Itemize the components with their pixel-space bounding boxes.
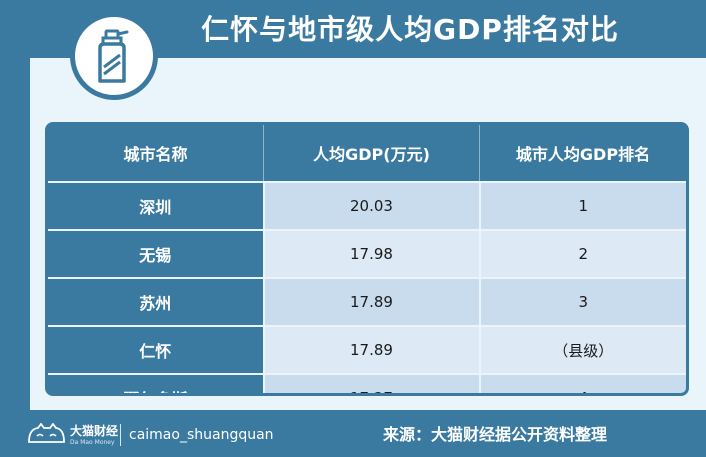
gdp-table: 城市名称 人均GDP(万元) 城市人均GDP排名 深圳 20.03 1 无锡 1… [45, 122, 689, 396]
table-row: 鄂尔多斯 17.27 4 [48, 373, 686, 393]
city-cell: 苏州 [48, 277, 264, 326]
table-row: 仁怀 17.89 （县级） [48, 325, 686, 374]
footer-divider [120, 424, 121, 446]
header-gdp: 人均GDP(万元) [263, 125, 480, 182]
rank-cell: 2 [478, 229, 686, 278]
table-row: 无锡 17.98 2 [48, 229, 686, 278]
logo-subtitle: Da Mao Money [70, 439, 115, 446]
gdp-cell: 17.98 [262, 229, 480, 278]
title-bar: 仁怀与地市级人均GDP排名对比 [0, 0, 706, 62]
cat-logo-icon [26, 422, 66, 445]
rank-cell: （县级） [478, 325, 686, 374]
city-cell: 鄂尔多斯 [48, 373, 264, 393]
gdp-cell: 17.89 [262, 277, 480, 326]
header-city: 城市名称 [48, 125, 264, 182]
rank-cell: 4 [478, 373, 686, 393]
footer: 大猫财经 Da Mao Money caimao_shuangquan 来源：大… [0, 412, 706, 457]
gdp-cell: 17.89 [262, 325, 480, 374]
source-note: 来源：大猫财经据公开资料整理 [383, 425, 608, 444]
rank-cell: 3 [478, 277, 686, 326]
table-row: 苏州 17.89 3 [48, 277, 686, 326]
city-cell: 无锡 [48, 229, 264, 278]
gdp-cell: 20.03 [262, 181, 480, 230]
header-rank: 城市人均GDP排名 [479, 125, 686, 182]
page-title: 仁怀与地市级人均GDP排名对比 [201, 13, 619, 46]
table-row: 深圳 20.03 1 [48, 181, 686, 230]
table-header-row: 城市名称 人均GDP(万元) 城市人均GDP排名 [48, 125, 686, 182]
logo-name: 大猫财经 [70, 424, 119, 438]
spray-bottle-icon [70, 12, 158, 100]
gdp-cell: 17.27 [262, 373, 480, 393]
city-cell: 深圳 [48, 181, 264, 230]
rank-cell: 1 [478, 181, 686, 230]
city-cell: 仁怀 [48, 325, 264, 374]
social-handle: caimao_shuangquan [129, 427, 274, 443]
